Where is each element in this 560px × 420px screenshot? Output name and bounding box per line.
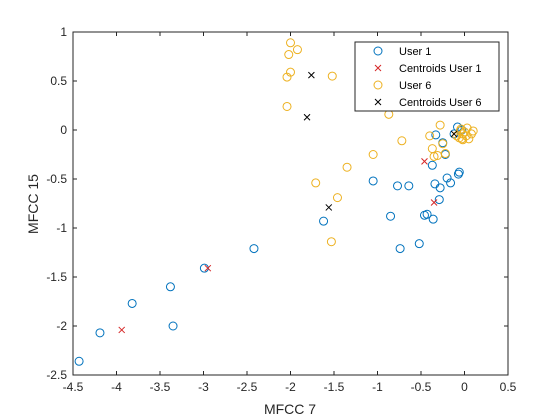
centroid-point — [204, 264, 212, 272]
data-marks — [74, 38, 478, 366]
x-tick-label: -1.5 — [324, 380, 345, 394]
x-tick-label: -2.5 — [237, 380, 258, 394]
legend-label: Centroids User 6 — [399, 97, 482, 109]
centroid-point — [308, 71, 315, 79]
data-point — [282, 101, 292, 111]
data-point — [282, 72, 292, 82]
legend-label: User 6 — [399, 80, 431, 92]
y-tick-label: -1.5 — [46, 270, 67, 284]
data-point — [431, 130, 441, 140]
legend-marker-circle-yellow — [373, 80, 383, 90]
x-axis-label: MFCC 7 — [264, 401, 316, 417]
centroid-point — [430, 199, 438, 206]
data-point — [395, 244, 405, 254]
centroid-point — [303, 113, 311, 121]
data-point — [168, 321, 178, 331]
data-point — [462, 123, 472, 133]
data-point — [249, 244, 259, 254]
data-point — [404, 181, 414, 191]
x-tick-label: 0.5 — [500, 380, 517, 394]
data-point — [422, 209, 432, 219]
y-tick-label: 0.5 — [50, 74, 67, 88]
data-point — [326, 237, 336, 247]
data-point — [286, 38, 295, 48]
y-tick-label: -1 — [56, 221, 67, 235]
data-point — [74, 356, 84, 366]
data-point — [435, 183, 445, 193]
centroid-point — [325, 204, 333, 211]
legend-item-centroids-user-6: Centroids User 6 — [374, 97, 482, 109]
data-point — [95, 328, 105, 338]
y-tick-label: 1 — [60, 25, 67, 39]
y-axis-label: MFCC 15 — [25, 174, 41, 234]
series-1 — [118, 158, 438, 334]
data-point — [427, 160, 437, 170]
data-point — [466, 129, 476, 139]
data-point — [368, 176, 378, 186]
legend-marker-x-black — [374, 98, 382, 106]
data-point — [397, 136, 407, 146]
series-0 — [74, 122, 467, 366]
legend: User 1 Centroids User 1 User 6 Centroids… — [354, 41, 500, 112]
data-point — [464, 134, 474, 144]
data-point — [429, 151, 439, 161]
data-point — [454, 167, 464, 177]
data-point — [332, 193, 342, 203]
data-point — [393, 181, 403, 191]
centroid-point — [118, 326, 126, 334]
data-point — [446, 178, 456, 188]
data-point — [425, 131, 435, 141]
axis-ticks: -4.5 -4 -3.5 -3 -2.5 -2 -1.5 -1 -0.5 0 0.5 -2.5 -2 -1… — [46, 25, 516, 394]
legend-marker-circle-blue — [373, 46, 383, 56]
data-point — [434, 195, 444, 205]
data-point — [319, 216, 329, 226]
series-2 — [282, 38, 478, 247]
legend-item-user-6: User 6 — [373, 80, 431, 92]
data-point — [327, 71, 337, 81]
x-tick-label: -2 — [285, 380, 296, 394]
series-3 — [303, 71, 458, 211]
x-tick-label: -0.5 — [411, 380, 432, 394]
x-tick-label: -1 — [372, 380, 383, 394]
y-tick-label: -2.5 — [46, 368, 67, 382]
y-tick-label: 0 — [60, 123, 67, 137]
data-point — [435, 120, 445, 130]
data-point — [440, 149, 450, 159]
legend-item-centroids-user-1: Centroids User 1 — [374, 63, 482, 75]
data-point — [368, 150, 378, 159]
x-tick-label: -4.5 — [63, 380, 84, 394]
centroid-point — [450, 130, 458, 138]
data-point — [414, 239, 424, 249]
x-tick-label: -3 — [198, 380, 209, 394]
data-point — [284, 50, 294, 60]
legend-item-user-1: User 1 — [373, 46, 431, 58]
data-point — [165, 282, 175, 292]
data-point — [428, 214, 438, 224]
data-point — [127, 298, 137, 308]
data-point — [311, 178, 321, 188]
data-point — [292, 45, 302, 55]
data-point — [342, 162, 352, 172]
data-point — [457, 125, 467, 135]
legend-marker-x-red — [374, 64, 382, 72]
x-tick-label: 0 — [461, 380, 468, 394]
y-tick-label: -0.5 — [46, 172, 67, 186]
legend-label: Centroids User 1 — [399, 63, 482, 75]
x-tick-label: -4 — [111, 380, 122, 394]
centroid-point — [421, 158, 428, 165]
y-tick-label: -2 — [56, 319, 67, 333]
data-point — [438, 139, 448, 149]
legend-box — [354, 41, 500, 112]
legend-label: User 1 — [399, 46, 431, 58]
data-point — [386, 211, 396, 221]
x-tick-label: -3.5 — [150, 380, 171, 394]
